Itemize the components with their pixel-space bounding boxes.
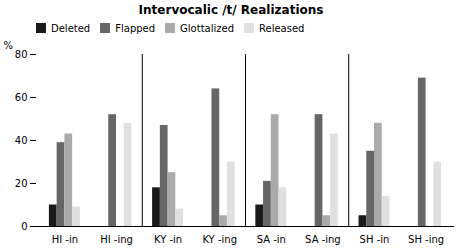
svg-text:SH -in: SH -in (360, 234, 390, 245)
html-text:Intervocalic /t/ Realizations: Intervocalic /t/ Realizations (138, 3, 324, 17)
svg-text:HI -ing: HI -ing (100, 234, 133, 245)
svg-text:60: 60 (15, 92, 28, 103)
svg-text:KY -ing: KY -ing (202, 234, 237, 245)
html-text:Glottalized: Glottalized (180, 22, 234, 34)
svg-text:%: % (4, 40, 14, 51)
svg-text:HI -in: HI -in (52, 234, 78, 245)
svg-text:0: 0 (21, 221, 27, 232)
html-text:Flapped: Flapped (115, 22, 156, 34)
svg-text:SA -in: SA -in (257, 234, 286, 245)
svg-text:SH -ing: SH -ing (408, 234, 444, 245)
svg-text:KY -in: KY -in (154, 234, 182, 245)
html-text:Deleted: Deleted (51, 22, 91, 34)
svg-text:80: 80 (15, 49, 28, 60)
svg-text:20: 20 (15, 178, 28, 189)
svg-text:40: 40 (15, 135, 28, 146)
html-text:Released: Released (259, 22, 305, 34)
svg-text:SA -ing: SA -ing (305, 234, 341, 245)
